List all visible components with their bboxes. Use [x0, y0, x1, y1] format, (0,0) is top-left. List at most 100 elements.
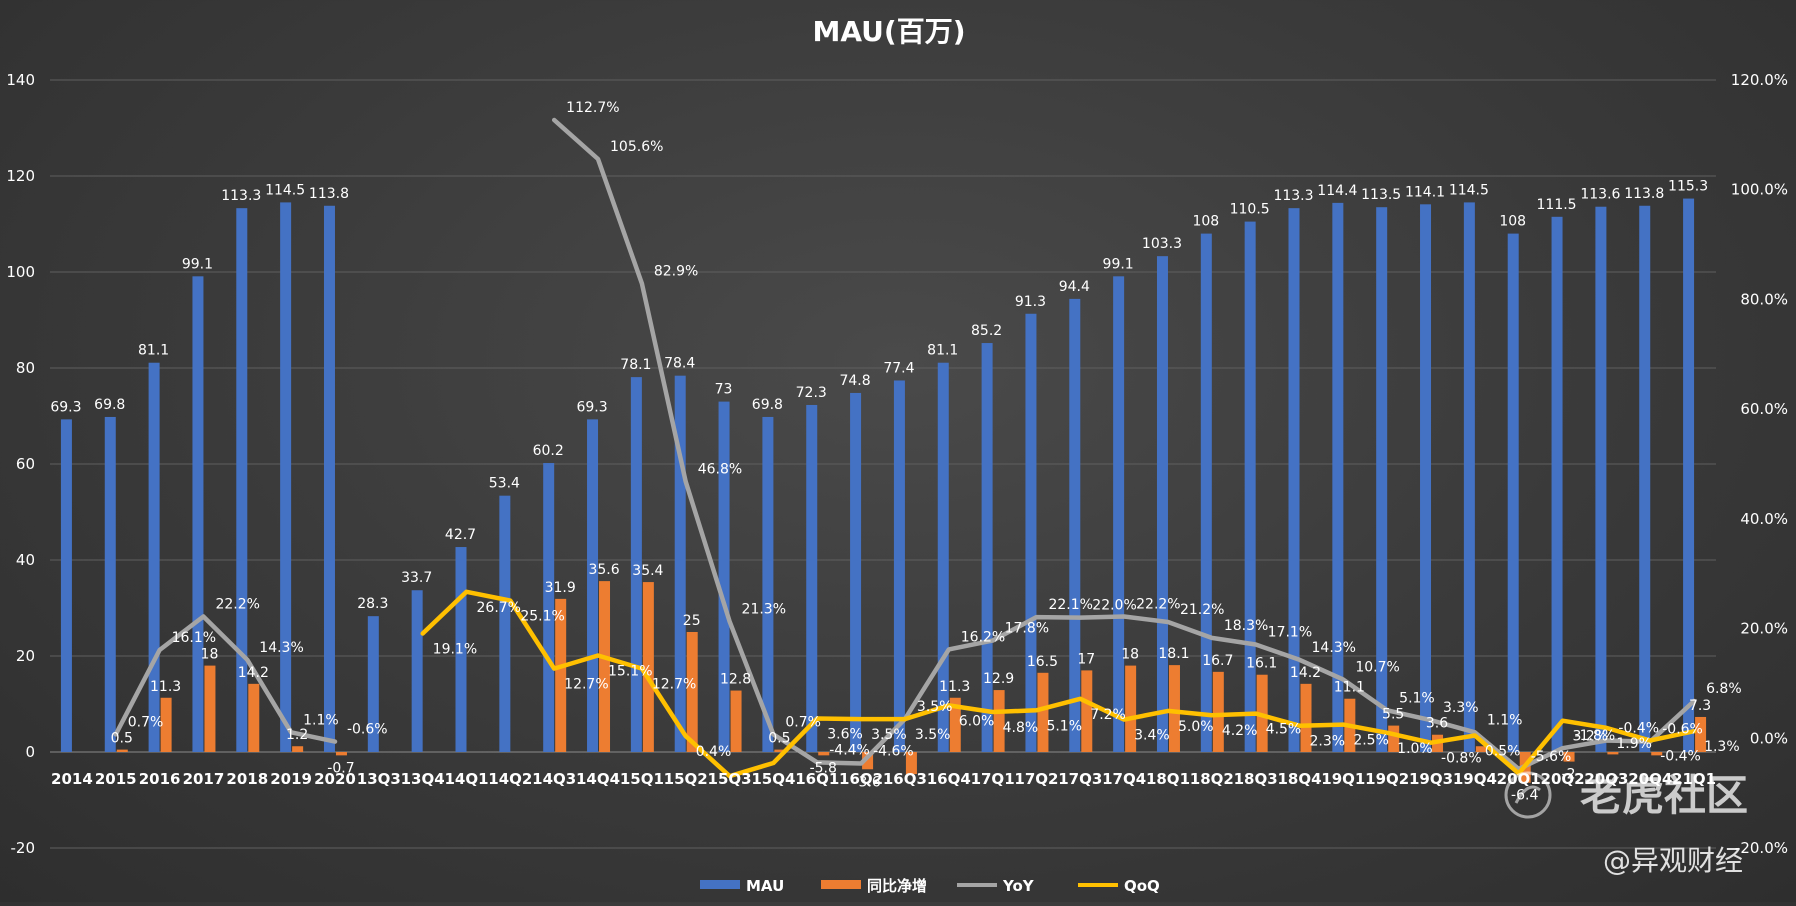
mau-data-label: 115.3 — [1668, 179, 1708, 195]
mau-bar — [1463, 202, 1475, 752]
chart-title: MAU(百万) — [812, 15, 965, 48]
net-increase-bar — [1475, 746, 1487, 752]
net-increase-data-label: 0.5 — [768, 731, 790, 747]
x-tick-label: 2017 — [183, 770, 225, 788]
net-increase-bar — [905, 752, 917, 775]
y2-tick-label: 80.0% — [1740, 290, 1788, 308]
y2-tick-label: 120.0% — [1731, 71, 1788, 89]
net-increase-data-label: 17 — [1077, 651, 1095, 667]
x-tick-label: 19Q3 — [1409, 770, 1453, 788]
mau-data-label: 72.3 — [796, 385, 827, 401]
y-tick-label: 140 — [6, 71, 35, 89]
yoy-data-label: 22.0% — [1092, 598, 1136, 614]
y-tick-label: 100 — [6, 263, 35, 281]
mau-bar — [104, 416, 116, 752]
net-increase-bar — [818, 752, 830, 756]
qoq-data-label: 12.7% — [652, 677, 696, 693]
yoy-data-label: 1.1% — [1487, 712, 1523, 728]
mau-data-label: 94.4 — [1059, 279, 1090, 295]
net-increase-bar — [1168, 665, 1180, 752]
x-tick-label: 15Q3 — [708, 770, 752, 788]
legend-label: 同比净增 — [867, 877, 927, 895]
net-increase-data-label: 11.3 — [150, 679, 181, 695]
yoy-data-label: 18.3% — [1224, 618, 1268, 634]
yoy-data-label: 6.8% — [1706, 681, 1742, 697]
qoq-data-label: 15.1% — [608, 663, 652, 679]
net-increase-data-label: 11.1 — [1334, 680, 1365, 696]
yoy-data-label: -5.6% — [1531, 749, 1572, 765]
yoy-data-label: -0.6% — [1662, 722, 1703, 738]
mau-bar — [1595, 206, 1607, 753]
y2-tick-label: 40.0% — [1740, 510, 1788, 528]
qoq-data-label: 1.3% — [1704, 739, 1740, 755]
mau-data-label: 91.3 — [1015, 294, 1046, 310]
net-increase-bar — [730, 690, 742, 752]
net-increase-bar — [1081, 670, 1093, 752]
mau-data-label: 81.1 — [927, 343, 958, 359]
mau-bar — [411, 590, 423, 752]
yoy-data-label: 10.7% — [1355, 660, 1399, 676]
y2-tick-label: 100.0% — [1731, 181, 1788, 199]
qoq-data-label: 25.1% — [520, 609, 564, 625]
x-tick-label: 14Q2 — [488, 770, 532, 788]
mau-data-label: 69.3 — [576, 399, 607, 415]
net-increase-bar — [1125, 665, 1137, 752]
net-increase-bar — [686, 632, 698, 752]
mau-bar — [850, 392, 862, 752]
mau-data-label: 73 — [715, 382, 733, 398]
qoq-data-label: 3.2% — [1573, 729, 1609, 745]
mau-bar — [499, 495, 511, 752]
mau-data-label: 113.5 — [1361, 187, 1401, 203]
net-increase-data-label: -3.6 — [853, 774, 880, 790]
net-increase-data-label: 16.5 — [1027, 654, 1058, 670]
yoy-data-label: 17.1% — [1268, 624, 1312, 640]
net-increase-data-label: 0.5 — [111, 731, 133, 747]
yoy-data-label: 17.8% — [1005, 621, 1049, 637]
x-tick-label: 18Q1 — [1146, 770, 1190, 788]
mau-bar — [60, 419, 72, 752]
bars — [60, 198, 1707, 783]
mau-data-label: 113.8 — [309, 186, 349, 202]
mau-bar — [280, 202, 292, 752]
yoy-data-label: 22.1% — [1048, 597, 1092, 613]
net-increase-data-label: 11.3 — [939, 679, 970, 695]
net-increase-data-label: 5.5 — [1382, 707, 1404, 723]
logo-text: 老虎社区 — [1580, 771, 1748, 820]
net-increase-data-label: -5.8 — [810, 760, 837, 776]
net-increase-bar — [292, 746, 304, 752]
yoy-line — [113, 117, 1697, 772]
x-tick-label: 16Q4 — [927, 770, 971, 788]
mau-data-label: 33.7 — [401, 570, 432, 586]
yoy-data-label: 0.7% — [785, 714, 821, 730]
qoq-data-label: 3.4% — [1134, 728, 1170, 744]
net-increase-data-label: 12.8 — [720, 672, 751, 688]
mau-bar — [806, 404, 818, 752]
net-increase-data-label: 1.2 — [286, 727, 308, 743]
net-increase-bar — [335, 752, 347, 756]
mau-data-label: 69.8 — [94, 397, 125, 413]
x-tick-label: 2016 — [139, 770, 181, 788]
net-increase-bar — [204, 665, 216, 752]
net-increase-bar — [1607, 752, 1619, 755]
y-tick-label: 60 — [16, 455, 35, 473]
handle-text: @异观财经 — [1603, 844, 1743, 877]
net-increase-bar — [555, 598, 567, 752]
x-tick-label: 14Q3 — [532, 770, 576, 788]
yoy-data-label: 16.1% — [172, 630, 216, 646]
mau-data-label: 110.5 — [1230, 202, 1270, 218]
qoq-data-label: 2.3% — [1310, 734, 1346, 750]
qoq-data-label: 2.5% — [1353, 733, 1389, 749]
yoy-data-label: -1.8% — [1575, 728, 1616, 744]
net-increase-data-label: 35.6 — [588, 562, 619, 578]
net-increase-bar — [1651, 752, 1663, 756]
mau-bar — [937, 362, 949, 752]
yoy-data-label: 22.2% — [215, 597, 259, 613]
x-tick-label: 15Q1 — [620, 770, 664, 788]
net-increase-bar — [160, 697, 172, 752]
qoq-data-label: 19.1% — [433, 642, 477, 658]
y-tick-label: 0 — [25, 743, 35, 761]
mau-data-label: 114.5 — [265, 182, 305, 198]
mau-data-label: 81.1 — [138, 343, 169, 359]
